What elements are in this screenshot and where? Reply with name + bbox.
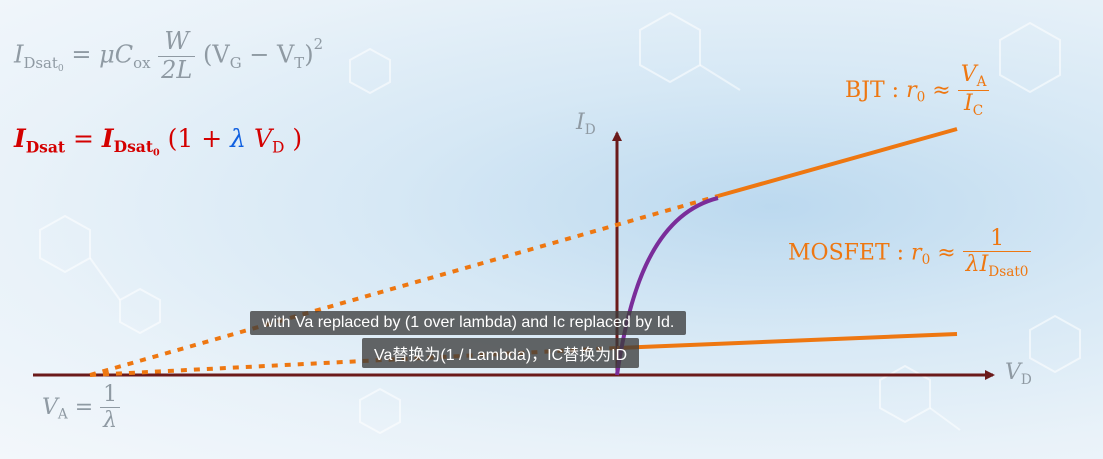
saturation-line-mosfet [616, 332, 958, 350]
w-over-2l: W 2L [158, 27, 196, 84]
mosfet-output-resistance: MOSFET : r0 ≈ 1 λIDsat0 [788, 226, 1032, 281]
lambda-symbol: λ [230, 124, 246, 153]
extrapolation-upper [89, 194, 719, 377]
extrapolation-lower [89, 346, 618, 377]
idsat0-equation: IDsat0 = μCox W 2L (VG − VT)2 [14, 27, 324, 84]
idsat-equation: IDsat = IDsat0 (1 + λ VD ) [14, 124, 303, 159]
subtitle-english: with Va replaced by (1 over lambda) and … [250, 311, 687, 335]
bjt-output-resistance: BJT : r0 ≈ VA IC [845, 62, 990, 120]
subtitle-chinese: Va替换为(1 / Lambda)，IC替换为ID [362, 338, 640, 368]
saturation-line-bjt [717, 127, 958, 198]
y-axis-label: ID [576, 110, 596, 138]
x-axis-label: VD [1005, 360, 1032, 388]
